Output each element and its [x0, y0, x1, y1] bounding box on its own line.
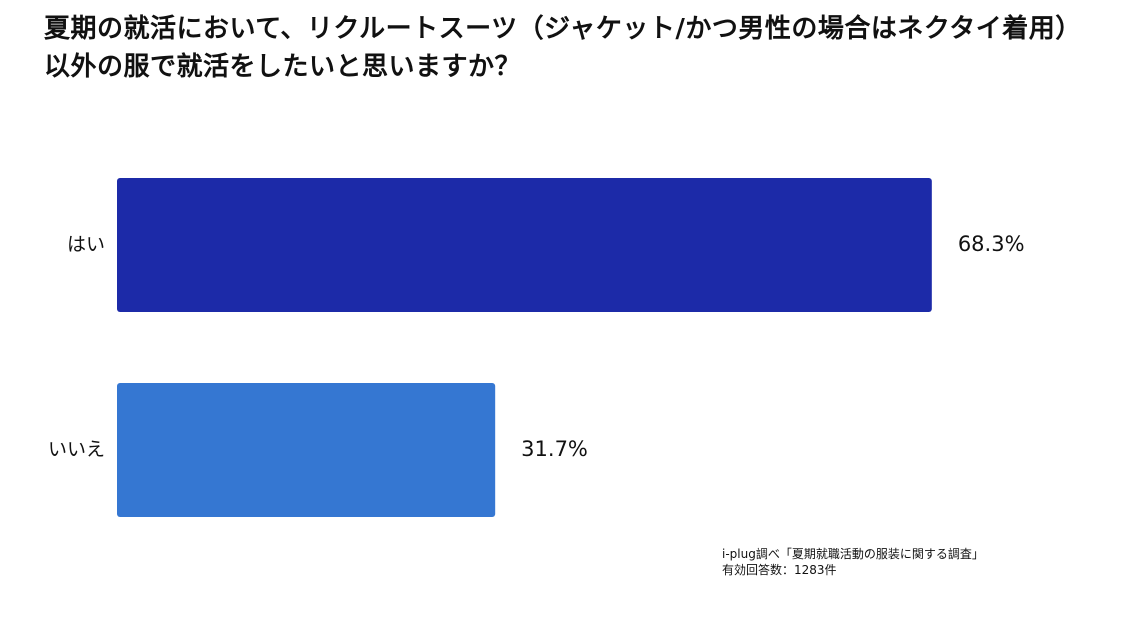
chart-title-line-1: 夏期の就活において、リクルートスーツ（ジャケット/かつ男性の場合はネクタイ着用）	[44, 14, 1082, 44]
bar-no	[117, 383, 496, 517]
bar-yes	[117, 178, 932, 312]
category-label-no: いいえ	[48, 439, 105, 461]
source-note: i-plug調べ「夏期就職活動の服装に関する調査」 有効回答数：1283件	[722, 546, 984, 578]
chart-title-line-2: 以外の服で就活をしたいと思いますか？	[44, 52, 522, 82]
value-label-yes: 68.3%	[958, 232, 1025, 256]
category-label-yes: はい	[67, 234, 105, 256]
value-label-no: 31.7%	[521, 437, 588, 461]
source-line-2: 有効回答数：1283件	[722, 563, 837, 577]
chart-title: 夏期の就活において、リクルートスーツ（ジャケット/かつ男性の場合はネクタイ着用）…	[44, 10, 1104, 86]
source-line-1: i-plug調べ「夏期就職活動の服装に関する調査」	[722, 547, 984, 561]
